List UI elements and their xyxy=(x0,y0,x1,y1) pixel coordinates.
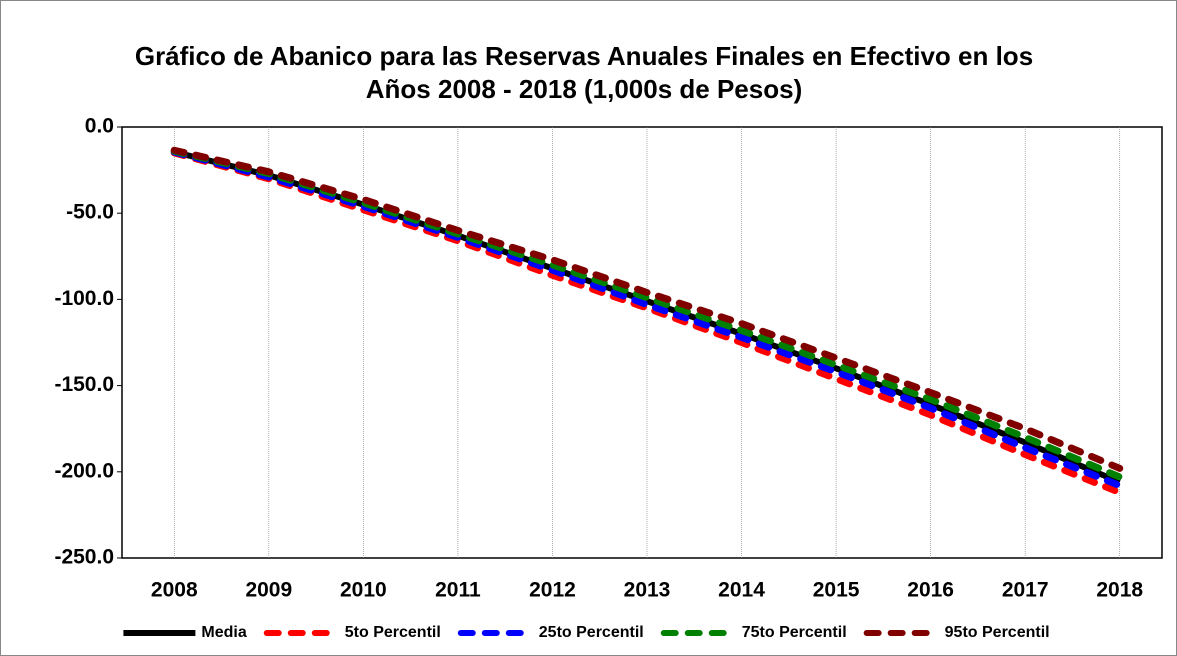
x-tick-label: 2009 xyxy=(245,579,292,602)
plot-frame xyxy=(121,126,1163,559)
legend-label: 75to Percentil xyxy=(742,624,847,641)
x-tick-label: 2015 xyxy=(813,579,860,602)
legend-label: Media xyxy=(201,624,246,641)
series-line xyxy=(170,146,1124,472)
x-tick-label: 2010 xyxy=(340,579,387,602)
x-tick-label: 2013 xyxy=(624,579,671,602)
x-tick-label: 2018 xyxy=(1096,579,1143,602)
legend-label: 95to Percentil xyxy=(945,624,1050,641)
y-tick-label: -200.0 xyxy=(54,459,114,482)
y-tick-label: -150.0 xyxy=(54,373,114,396)
chart-title: Gráfico de Abanico para las Reservas Anu… xyxy=(134,41,1034,104)
x-tick-label: 2017 xyxy=(1002,579,1049,602)
y-tick-label: -50.0 xyxy=(66,201,114,224)
x-tick-label: 2012 xyxy=(529,579,576,602)
y-tick-label: -100.0 xyxy=(54,287,114,310)
x-tick-label: 2016 xyxy=(907,579,954,602)
y-tick-label: 0.0 xyxy=(85,115,114,138)
legend-label: 5to Percentil xyxy=(345,624,441,641)
y-tick-label: -250.0 xyxy=(54,546,114,569)
legend-label: 25to Percentil xyxy=(539,624,644,641)
x-tick-label: 2014 xyxy=(718,579,765,602)
x-tick-label: 2008 xyxy=(151,579,198,602)
x-tick-label: 2011 xyxy=(435,579,481,602)
